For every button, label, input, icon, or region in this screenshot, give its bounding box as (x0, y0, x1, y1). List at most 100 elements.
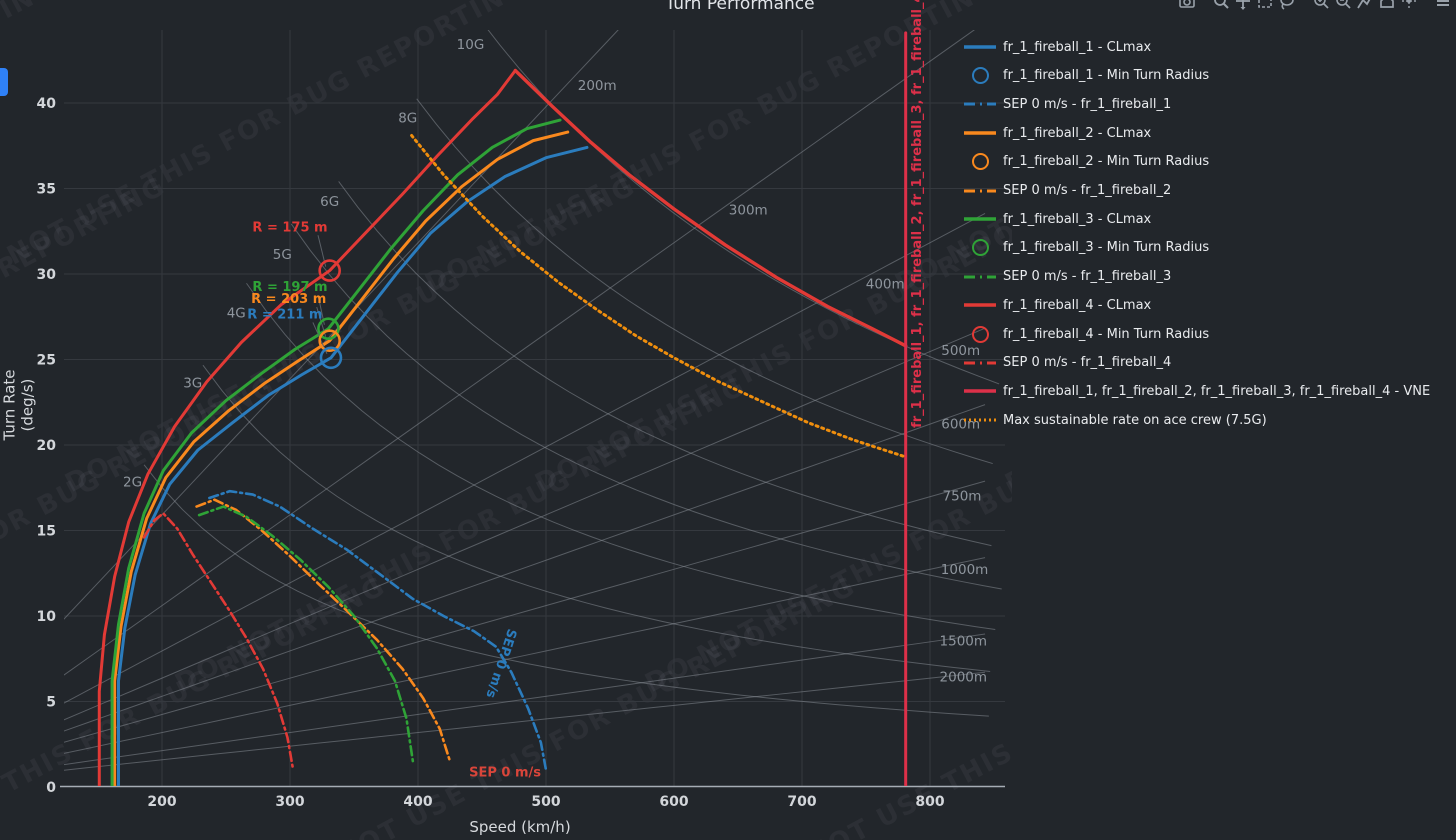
g-label-8G: 8G (398, 110, 417, 126)
legend-swatch-circle-icon (963, 153, 997, 171)
legend-item[interactable]: fr_1_fireball_1 - CLmax (963, 36, 1151, 58)
page-title: Turn Performance (665, 0, 815, 14)
plot-modebar (1176, 0, 1454, 10)
legend-item-label: fr_1_fireball_3 - CLmax (1003, 211, 1152, 227)
reset-axes-icon[interactable] (1376, 0, 1398, 10)
x-tick-label: 700 (787, 794, 816, 810)
radius-line-500m (64, 327, 986, 721)
menu-icon[interactable] (1432, 0, 1454, 10)
g-line-6g (338, 181, 992, 547)
legend-item[interactable]: fr_1_fireball_3 - CLmax (963, 208, 1151, 230)
min-turn-radius-marker[interactable] (318, 259, 341, 282)
min-turn-radius-marker[interactable] (319, 346, 343, 370)
x-tick-label: 400 (403, 794, 432, 810)
axis-tick-labels: 200 300 400 500 600 700 800 0 5 10 15 20 25 30 35 40 (37, 96, 945, 810)
radius-line-750m (64, 480, 986, 743)
legend-item-label: fr_1_fireball_3 - Min Turn Radius (1003, 240, 1210, 256)
chart-annotation: fr_1_fireball_1, fr_1_fireball_2, fr_1_f… (910, 0, 925, 428)
legend-item[interactable]: SEP 0 m/s - fr_1_fireball_3 (963, 266, 1171, 288)
legend-item[interactable]: fr_1_fireball_3 - Min Turn Radius (963, 237, 1209, 259)
data-series (97, 31, 908, 787)
legend-item[interactable]: SEP 0 m/s - fr_1_fireball_4 (963, 352, 1171, 374)
y-tick-label: 10 (37, 609, 57, 625)
lasso-icon[interactable] (1276, 0, 1298, 10)
zoom-out-icon[interactable] (1332, 0, 1354, 10)
legend-swatch-line-icon (963, 383, 997, 399)
legend-item[interactable]: fr_1_fireball_4 - CLmax (963, 294, 1151, 316)
legend-item[interactable]: fr_1_fireball_2 - Min Turn Radius (963, 151, 1209, 173)
min-turn-radius-marker[interactable] (318, 329, 341, 352)
radius-label-300m: 300m (729, 203, 768, 219)
series-line[interactable] (113, 130, 570, 787)
chart-annotation: R = 175 m (252, 220, 327, 235)
legend-item-label: fr_1_fireball_1, fr_1_fireball_2, fr_1_f… (1003, 383, 1431, 399)
zoom-icon[interactable] (1210, 0, 1232, 10)
chart-annotation: R = 203 m (251, 292, 326, 307)
legend-item-label: SEP 0 m/s - fr_1_fireball_2 (1003, 183, 1172, 198)
series-line[interactable] (513, 68, 908, 348)
g-label-4G: 4G (227, 305, 246, 321)
legend-item[interactable]: SEP 0 m/s - fr_1_fireball_2 (963, 180, 1171, 202)
g-label-2G: 2G (123, 475, 142, 491)
radius-label-1000m: 1000m (941, 562, 989, 578)
pan-icon[interactable] (1232, 0, 1254, 10)
autoscale-icon[interactable] (1354, 0, 1376, 10)
legend-swatch-dashdot-icon (963, 96, 997, 112)
legend-item[interactable]: SEP 0 m/s - fr_1_fireball_1 (963, 93, 1171, 115)
series-line[interactable] (410, 133, 908, 459)
x-tick-label: 800 (915, 794, 944, 810)
y-tick-label: 5 (46, 695, 56, 711)
side-panel-tab[interactable] (0, 68, 8, 96)
box-select-icon[interactable] (1254, 0, 1276, 10)
radius-label-2000m: 2000m (940, 670, 988, 686)
radius-line-2000m (64, 671, 986, 771)
y-tick-label: 30 (37, 267, 57, 283)
series-line[interactable] (116, 145, 589, 787)
series-line[interactable] (197, 505, 415, 763)
legend-item[interactable]: fr_1_fireball_2 - CLmax (963, 122, 1151, 144)
legend-item[interactable]: fr_1_fireball_1, fr_1_fireball_2, fr_1_f… (963, 380, 1430, 402)
legend-item-label: fr_1_fireball_2 - Min Turn Radius (1003, 154, 1210, 170)
legend-item-label: SEP 0 m/s - fr_1_fireball_4 (1003, 355, 1172, 371)
legend-item[interactable]: fr_1_fireball_1 - Min Turn Radius (963, 65, 1209, 87)
grid-lines (60, 30, 1005, 788)
zoom-in-icon[interactable] (1310, 0, 1332, 10)
x-axis-title: Speed (km/h) (469, 818, 571, 836)
legend-swatch-dashdot-icon (963, 269, 997, 285)
g-line-8g (416, 98, 993, 465)
toggle-spikes-icon[interactable] (1398, 0, 1420, 10)
g-line-2g (143, 464, 989, 717)
y-tick-label: 40 (37, 96, 57, 112)
series-line[interactable] (142, 512, 294, 768)
radius-label-500m: 500m (941, 343, 980, 359)
legend-item[interactable]: fr_1_fireball_4 - Min Turn Radius (963, 323, 1209, 345)
chart-annotations: R = 175 m R = 197 mR = 203 mR = 211 m SEP … (247, 0, 925, 781)
legend-item[interactable]: Max sustainable rate on ace crew (7.5G) (963, 409, 1267, 431)
x-tick-label: 500 (531, 794, 560, 810)
legend-swatch-dashdot-icon (963, 183, 997, 199)
legend-item-label: fr_1_fireball_2 - CLmax (1003, 125, 1152, 141)
radius-line-300m (64, 30, 975, 676)
g-line-3g (202, 364, 991, 672)
radius-line-200m (64, 30, 619, 620)
min-turn-radius-marker[interactable] (317, 317, 340, 341)
legend-swatch-line-icon (963, 297, 997, 313)
g-label-6G: 6G (320, 194, 339, 210)
legend-swatch-line-icon (963, 39, 997, 55)
series-line[interactable] (97, 69, 517, 787)
legend-item-label: fr_1_fireball_1 - Min Turn Radius (1003, 68, 1210, 84)
legend-item-label: fr_1_fireball_1 - CLmax (1003, 39, 1152, 55)
y-tick-label: 15 (37, 524, 56, 540)
radius-line-1000m (64, 557, 986, 754)
guide-labels: 2G3G4G5G6G8G10G200m300m400m500m600m750m1… (123, 37, 988, 686)
chart-annotation: R = 197 m (252, 280, 327, 295)
g-line-5g (290, 223, 1002, 590)
series-line[interactable] (110, 118, 562, 787)
legend-swatch-circle-icon (963, 239, 997, 257)
legend-item-label: fr_1_fireball_4 - CLmax (1003, 297, 1152, 313)
series-line[interactable] (208, 489, 548, 772)
series-line[interactable] (195, 498, 452, 763)
camera-icon[interactable] (1176, 0, 1198, 10)
